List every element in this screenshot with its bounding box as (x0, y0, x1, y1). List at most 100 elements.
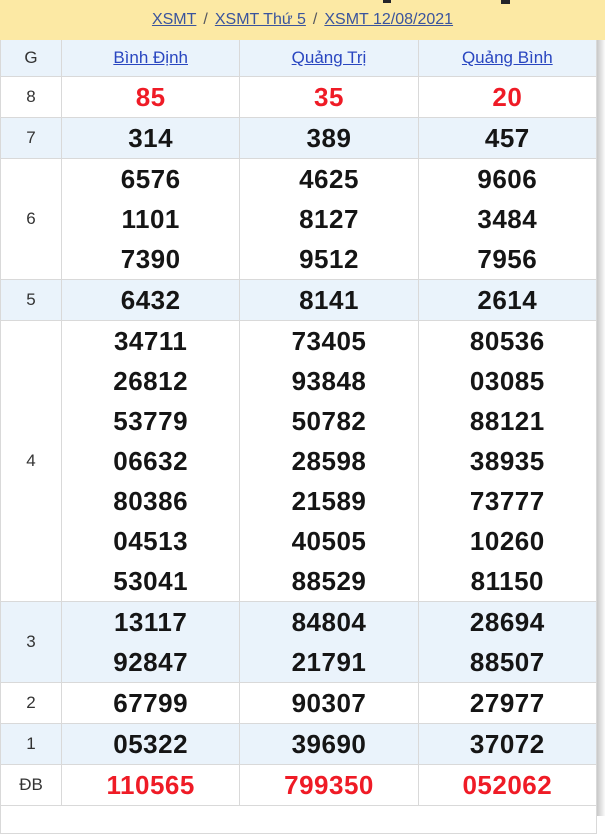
clipped-text-artifact (501, 0, 510, 4)
content-column: G Bình Định Quảng Trị Quảng Bình 8 85 35 20 7 3… (0, 40, 597, 834)
result-number: 85 (62, 77, 241, 117)
row-cells: 13117 84804 28694 92847 21791 88507 (62, 602, 596, 682)
result-number: 4625 (240, 159, 419, 199)
result-number: 05322 (62, 724, 241, 764)
prize-label: 1 (1, 724, 62, 764)
result-number: 81150 (470, 565, 544, 596)
result-number: 3484 (477, 203, 538, 234)
prize-label: 6 (1, 159, 62, 279)
table-row: 3 13117 84804 28694 92847 21791 88507 (1, 602, 596, 683)
table-row: 8 85 35 20 (1, 77, 596, 118)
breadcrumb: XSMT / XSMT Thứ 5 / XSMT 12/08/2021 (0, 0, 605, 40)
results-table: G Bình Định Quảng Trị Quảng Bình 8 85 35 20 7 3… (0, 40, 597, 834)
result-line: 92847 21791 88507 (62, 642, 596, 682)
table-row: 5 6432 8141 2614 (1, 280, 596, 321)
breadcrumb-link[interactable]: XSMT (151, 11, 197, 28)
result-line: 04513 40505 10260 (62, 521, 596, 561)
result-number: 92847 (62, 642, 241, 682)
result-number: 38935 (469, 445, 545, 476)
result-number: 39690 (240, 724, 419, 764)
result-number: 50782 (240, 401, 419, 441)
result-number: 052062 (462, 769, 553, 800)
result-number: 88121 (469, 405, 545, 436)
column-header: Quảng Trị (240, 40, 419, 76)
result-number: 8141 (240, 280, 419, 320)
row-cells: 85 35 20 (62, 77, 596, 117)
result-line: 6576 4625 9606 (62, 159, 596, 199)
row-cells: 6576 4625 9606 1101 8127 3484 7390 9512 7956 (62, 159, 596, 279)
result-number: 28694 (469, 606, 545, 637)
row-cells: 67799 90307 27977 (62, 683, 596, 723)
breadcrumb-separator: / (312, 11, 318, 28)
result-number: 88507 (469, 646, 545, 677)
table-header: G Bình Định Quảng Trị Quảng Bình (1, 40, 596, 77)
table-row: 6 6576 4625 9606 1101 8127 3484 7390 9512 7956 (1, 159, 596, 280)
result-line: 110565 799350 052062 (62, 765, 596, 805)
result-number: 27977 (469, 687, 545, 718)
result-number: 53041 (62, 561, 241, 601)
result-line: 67799 90307 27977 (62, 683, 596, 723)
result-number: 8127 (240, 199, 419, 239)
result-number: 10260 (469, 525, 545, 556)
result-line: 85 35 20 (62, 77, 596, 117)
clipped-text-artifact (383, 0, 391, 3)
right-edge-shadow (597, 40, 605, 816)
result-number: 90307 (240, 683, 419, 723)
result-line: 1101 8127 3484 (62, 199, 596, 239)
result-number: 457 (484, 122, 530, 153)
table-row: 2 67799 90307 27977 (1, 683, 596, 724)
result-number: 21589 (240, 481, 419, 521)
prize-label: 2 (1, 683, 62, 723)
result-number: 6432 (62, 280, 241, 320)
prize-label: 7 (1, 118, 62, 158)
result-number: 389 (240, 118, 419, 158)
column-header-link[interactable]: Quảng Bình (461, 48, 553, 67)
row-cells: 110565 799350 052062 (62, 765, 596, 805)
result-number: 6576 (62, 159, 241, 199)
result-number: 110565 (62, 765, 241, 805)
column-header: Bình Định (62, 40, 241, 76)
table-row: 1 05322 39690 37072 (1, 724, 596, 765)
prize-label: 5 (1, 280, 62, 320)
result-number: 04513 (62, 521, 241, 561)
result-number: 03085 (469, 365, 545, 396)
table-row: 4 34711 73405 80536 26812 93848 03085 53779 5078… (1, 321, 596, 602)
result-number: 67799 (62, 683, 241, 723)
row-cells: 05322 39690 37072 (62, 724, 596, 764)
result-line: 6432 8141 2614 (62, 280, 596, 320)
result-number: 80536 (469, 325, 545, 356)
result-number: 37072 (469, 728, 545, 759)
result-number: 73777 (469, 485, 545, 516)
row-cells: 314 389 457 (62, 118, 596, 158)
result-line: 53041 88529 81150 (62, 561, 596, 601)
table-row: ĐB 110565 799350 052062 (1, 765, 596, 806)
breadcrumb-link[interactable]: XSMT 12/08/2021 (324, 11, 454, 28)
result-number: 53779 (62, 401, 241, 441)
result-line: 26812 93848 03085 (62, 361, 596, 401)
result-number: 93848 (240, 361, 419, 401)
result-number: 21791 (240, 642, 419, 682)
result-number: 2614 (477, 284, 538, 315)
result-line: 05322 39690 37072 (62, 724, 596, 764)
breadcrumb-link[interactable]: XSMT Thứ 5 (214, 11, 306, 28)
column-header-link[interactable]: Quảng Trị (291, 48, 367, 67)
result-number: 314 (62, 118, 241, 158)
prize-label: ĐB (1, 765, 62, 805)
result-number: 80386 (62, 481, 241, 521)
result-line: 06632 28598 38935 (62, 441, 596, 481)
result-line: 53779 50782 88121 (62, 401, 596, 441)
result-number: 84804 (240, 602, 419, 642)
result-number: 9512 (240, 239, 419, 279)
result-number: 06632 (62, 441, 241, 481)
prize-label: 8 (1, 77, 62, 117)
result-number: 7956 (477, 243, 538, 274)
result-number: 1101 (62, 199, 241, 239)
row-cells: 6432 8141 2614 (62, 280, 596, 320)
column-header-link[interactable]: Bình Định (113, 48, 188, 67)
result-number: 20 (492, 81, 523, 112)
corner-label: G (1, 40, 62, 76)
result-number: 799350 (240, 765, 419, 805)
empty-row (1, 806, 596, 833)
result-line: 34711 73405 80536 (62, 321, 596, 361)
prize-label: 4 (1, 321, 62, 601)
